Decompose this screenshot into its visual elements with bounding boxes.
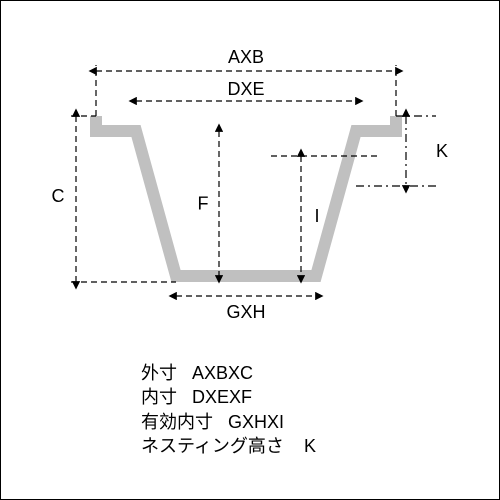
dim-label: C (52, 186, 65, 206)
legend-row-eff: 有効内寸 GXHXI (141, 410, 316, 434)
dim-label: DXE (227, 79, 264, 99)
dim-label: K (436, 141, 448, 161)
legend-val: GXHXI (228, 412, 284, 432)
dim-label: I (314, 206, 319, 226)
legend-val: K (304, 436, 316, 456)
legend-row-inner: 内寸 DXEXF (141, 385, 316, 409)
legend-row-nest: ネスティング高さ K (141, 434, 316, 458)
legend-key: 有効内寸 (141, 412, 213, 432)
dim-label: GXH (226, 302, 265, 322)
legend-key: 内寸 (141, 387, 177, 407)
container-outline (96, 116, 396, 276)
legend-key: ネスティング高さ (141, 436, 284, 456)
dimension-diagram: AXB DXE GXH C F I K (1, 1, 499, 351)
legend: 外寸 AXBXC 内寸 DXEXF 有効内寸 GXHXI ネスティング高さ K (141, 361, 316, 458)
dim-label: F (198, 194, 209, 214)
legend-key: 外寸 (141, 363, 177, 383)
legend-val: DXEXF (192, 387, 252, 407)
legend-row-outer: 外寸 AXBXC (141, 361, 316, 385)
legend-val: AXBXC (192, 363, 253, 383)
dim-label: AXB (228, 47, 264, 67)
diagram-frame: AXB DXE GXH C F I K 外寸 AXBXC 内寸 DXEXF 有効内寸 GXH… (0, 0, 500, 500)
